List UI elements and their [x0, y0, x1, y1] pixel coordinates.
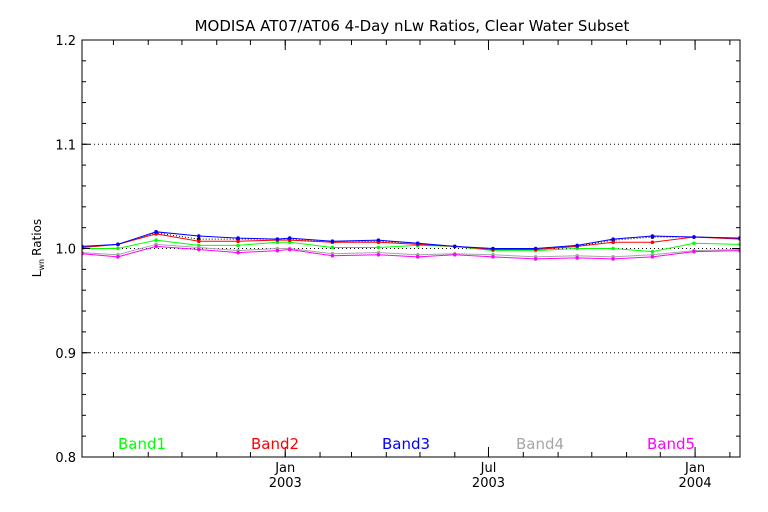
series-band5-point [575, 256, 579, 260]
x-tick-label-year: 2003 [472, 476, 505, 491]
series-band1-point [154, 238, 158, 242]
series-band1-point [611, 246, 615, 251]
series-band5-point [275, 248, 280, 253]
series-band1-point [330, 245, 335, 250]
y-tick-label: 1.1 [55, 138, 76, 153]
chart-title: MODISA AT07/AT06 4-Day nLw Ratios, Clear… [195, 17, 630, 35]
series-band2-point [611, 240, 615, 245]
y-tick-label: 0.9 [55, 347, 76, 362]
y-axis-label-prefix: L [30, 270, 44, 277]
series-band3-point [236, 236, 240, 240]
series-band3-point [491, 246, 495, 251]
y-tick-label: 1.2 [55, 34, 76, 49]
series-band3-point [575, 243, 579, 248]
series-band5-point [330, 253, 335, 258]
series-band5-point [491, 255, 495, 259]
series-band2-point [650, 240, 655, 245]
series-band2-line [82, 233, 740, 251]
series-band1-point [692, 241, 696, 246]
x-tick-label-year: 2004 [679, 476, 712, 491]
series-band3-point [692, 235, 696, 239]
x-tick-label-month: Jan [274, 461, 295, 476]
series-band5-point [650, 255, 655, 259]
series-band5-point [611, 257, 615, 261]
x-tick-label-year: 2003 [269, 476, 302, 491]
y-axis-label: Lwn Ratios [30, 219, 46, 277]
grid-lines [82, 143, 740, 354]
series-band3-point [330, 239, 335, 244]
series-band5-point [415, 255, 420, 259]
series-band5-point [116, 255, 120, 259]
series-band3-point [275, 237, 280, 241]
legend: Band1 Band2 Band3 Band4 Band5 [118, 435, 695, 453]
series-band2-point [196, 239, 201, 244]
legend-item-band1: Band1 [118, 435, 166, 453]
series-band5-point [236, 250, 240, 255]
legend-item-band2: Band2 [251, 435, 299, 453]
series-band3-point [196, 234, 201, 238]
x-tick-label-month: Jul [480, 461, 497, 476]
series-band1-point [650, 249, 655, 254]
legend-item-band4: Band4 [516, 435, 564, 453]
series-band5-point [196, 247, 201, 252]
y-axis-label-text: Ratios [30, 219, 44, 256]
series-band5-point [376, 252, 381, 257]
series-band1-point [116, 246, 120, 251]
series-band3 [82, 230, 740, 251]
series-band5 [82, 244, 740, 261]
series-band5-point [692, 249, 696, 254]
y-tick-label: 1.0 [55, 243, 76, 258]
y-axis-label-subscript: wn [37, 259, 46, 271]
series-band1-point [376, 245, 381, 250]
series-lines [82, 230, 740, 261]
x-tick-label-month: Jan [684, 461, 705, 476]
series-band3-point [611, 237, 615, 241]
series-band3-point [533, 246, 538, 251]
y-tick-label: 0.8 [55, 451, 76, 466]
series-band5-point [452, 252, 457, 257]
series-band5-point [287, 247, 292, 252]
series-band3-point [376, 238, 381, 242]
series-band3-point [287, 236, 292, 240]
reference-series-line [82, 232, 740, 251]
series-band3-point [116, 242, 120, 247]
series-band3-point [415, 241, 420, 246]
series-band3-point [452, 244, 457, 249]
series-band3-point [154, 230, 158, 234]
series-band3-point [650, 234, 655, 238]
legend-item-band3: Band3 [382, 435, 430, 453]
series-band5-point [154, 244, 158, 249]
series-band2-point [236, 239, 240, 244]
series-band1-point [236, 243, 240, 248]
legend-item-band5: Band5 [647, 435, 695, 453]
series-band5-point [533, 257, 538, 261]
